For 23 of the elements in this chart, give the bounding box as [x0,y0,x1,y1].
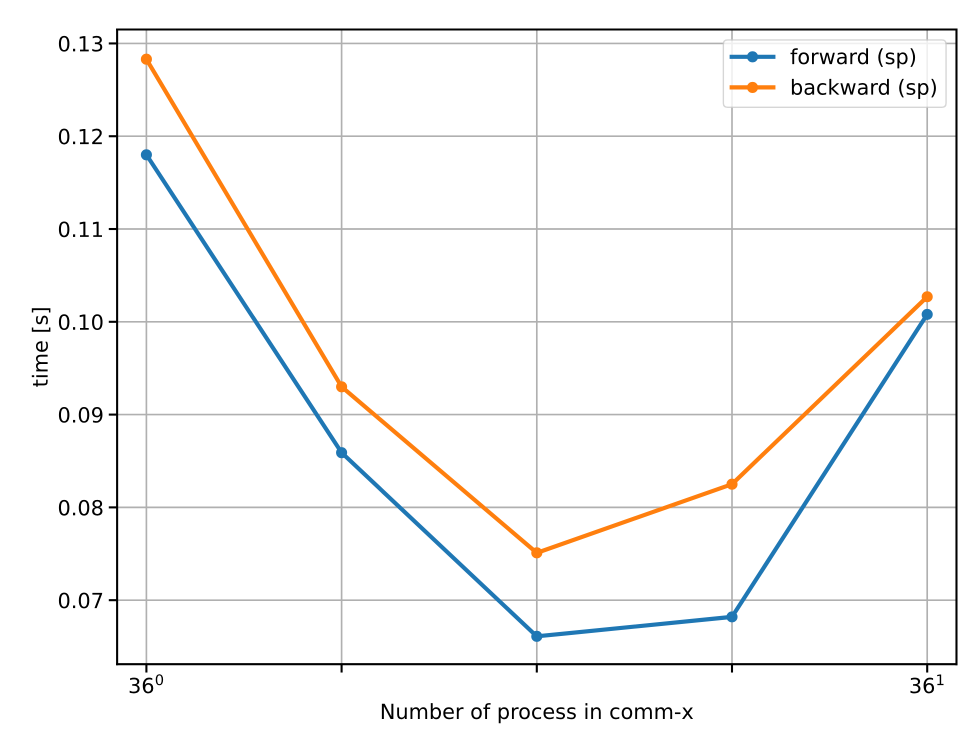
x-tick-label: 36$^{1}$ [910,674,944,694]
y-tick-label: 0.09 [58,407,102,423]
point [726,611,738,622]
point [922,308,933,320]
y-tick-label: 0.11 [58,221,102,238]
point [140,149,152,160]
point [531,630,542,642]
y-tick-label: 0.08 [58,500,102,516]
x-axis-title: Number of process in comm-x [382,703,694,724]
y-tick-label: 0.13 [58,36,102,52]
legend-label: backward (sp) [792,78,936,100]
legend-label: forward (sp) [790,48,916,68]
point [922,291,933,302]
x-tick-label: 36$^{0}$ [130,674,164,694]
point [140,54,152,65]
y-tick-label: 0.10 [58,314,103,330]
point [336,381,348,392]
point [531,547,542,558]
y-tick-label: 0.07 [58,592,102,608]
y-tick-label: 0.12 [58,128,102,144]
point [726,478,738,490]
y-axis-title: time [s] [32,308,50,387]
point [336,447,348,458]
